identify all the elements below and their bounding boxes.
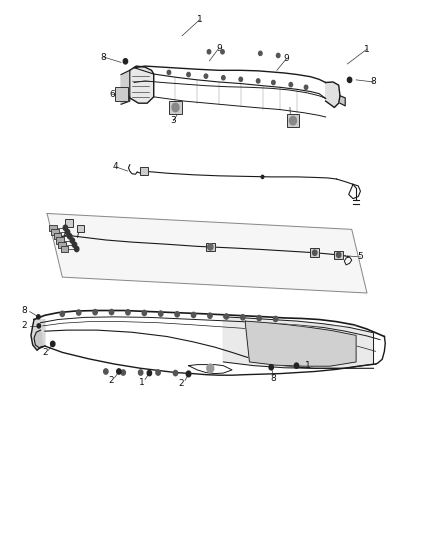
Circle shape: [269, 365, 273, 370]
Bar: [115, 87, 127, 101]
Text: 1: 1: [197, 15, 202, 25]
Text: 2: 2: [21, 321, 27, 330]
Circle shape: [257, 316, 261, 321]
Circle shape: [67, 233, 72, 239]
Text: 2: 2: [108, 376, 114, 385]
Text: 8: 8: [21, 306, 27, 315]
Bar: [311, 248, 319, 257]
Circle shape: [110, 310, 114, 315]
Circle shape: [290, 116, 297, 125]
Circle shape: [208, 313, 212, 318]
Polygon shape: [31, 319, 45, 350]
Circle shape: [104, 369, 108, 374]
Bar: [77, 225, 84, 232]
Text: 4: 4: [113, 163, 119, 171]
Circle shape: [256, 79, 260, 83]
Circle shape: [156, 370, 160, 375]
Circle shape: [186, 372, 191, 377]
Bar: [60, 246, 68, 252]
Bar: [334, 251, 343, 259]
Circle shape: [65, 229, 70, 235]
Circle shape: [204, 74, 208, 78]
Circle shape: [224, 314, 229, 319]
Circle shape: [272, 80, 275, 85]
Text: 8: 8: [271, 374, 276, 383]
Bar: [287, 114, 299, 127]
Circle shape: [258, 51, 262, 55]
Bar: [49, 224, 57, 231]
Circle shape: [261, 175, 264, 179]
Text: 3: 3: [288, 119, 294, 128]
Bar: [58, 241, 66, 248]
Text: 9: 9: [283, 54, 290, 63]
Circle shape: [117, 369, 121, 374]
Polygon shape: [47, 214, 367, 293]
Circle shape: [37, 315, 40, 319]
Polygon shape: [340, 96, 345, 106]
Circle shape: [240, 314, 245, 320]
Bar: [206, 243, 215, 251]
Bar: [53, 233, 61, 239]
Circle shape: [70, 238, 74, 243]
Text: 6: 6: [110, 90, 115, 99]
Circle shape: [147, 370, 152, 376]
Text: 1: 1: [364, 45, 370, 54]
Circle shape: [273, 317, 278, 321]
Circle shape: [191, 312, 196, 318]
Polygon shape: [325, 82, 340, 108]
Text: 8: 8: [101, 53, 106, 62]
Circle shape: [138, 370, 143, 375]
Bar: [140, 167, 148, 175]
Circle shape: [207, 50, 211, 54]
Circle shape: [294, 363, 299, 368]
Circle shape: [72, 242, 77, 247]
Circle shape: [123, 59, 127, 64]
Circle shape: [313, 250, 317, 255]
Circle shape: [63, 225, 67, 230]
Circle shape: [159, 311, 163, 316]
Circle shape: [289, 83, 293, 87]
Text: 9: 9: [216, 44, 222, 53]
Polygon shape: [34, 330, 43, 348]
Polygon shape: [245, 321, 356, 366]
Text: 1: 1: [305, 361, 311, 370]
Polygon shape: [130, 66, 154, 103]
Polygon shape: [223, 317, 374, 368]
Circle shape: [187, 72, 190, 77]
Circle shape: [121, 370, 125, 375]
Circle shape: [50, 341, 55, 346]
Circle shape: [304, 85, 308, 90]
Bar: [51, 229, 59, 235]
Circle shape: [347, 77, 352, 83]
Circle shape: [74, 246, 79, 252]
Circle shape: [173, 370, 178, 376]
Circle shape: [276, 53, 280, 58]
Circle shape: [222, 76, 225, 80]
Text: 2: 2: [42, 349, 48, 358]
Circle shape: [208, 244, 213, 250]
Circle shape: [221, 50, 224, 54]
Circle shape: [207, 364, 214, 373]
Circle shape: [336, 252, 341, 257]
Circle shape: [126, 310, 130, 315]
Bar: [170, 101, 182, 114]
Text: 3: 3: [170, 116, 176, 125]
Text: 1: 1: [139, 377, 145, 386]
Text: 8: 8: [371, 77, 376, 86]
Circle shape: [77, 310, 81, 315]
Bar: [56, 237, 64, 244]
Circle shape: [142, 310, 147, 316]
Circle shape: [175, 312, 179, 317]
Text: 2: 2: [179, 378, 184, 387]
Circle shape: [186, 371, 191, 376]
Circle shape: [93, 310, 97, 315]
Bar: [65, 219, 73, 227]
Circle shape: [167, 70, 171, 75]
Text: 5: 5: [357, 253, 364, 262]
Polygon shape: [121, 70, 130, 104]
Circle shape: [60, 311, 64, 317]
Circle shape: [37, 324, 41, 328]
Circle shape: [172, 103, 179, 112]
Circle shape: [239, 77, 243, 82]
